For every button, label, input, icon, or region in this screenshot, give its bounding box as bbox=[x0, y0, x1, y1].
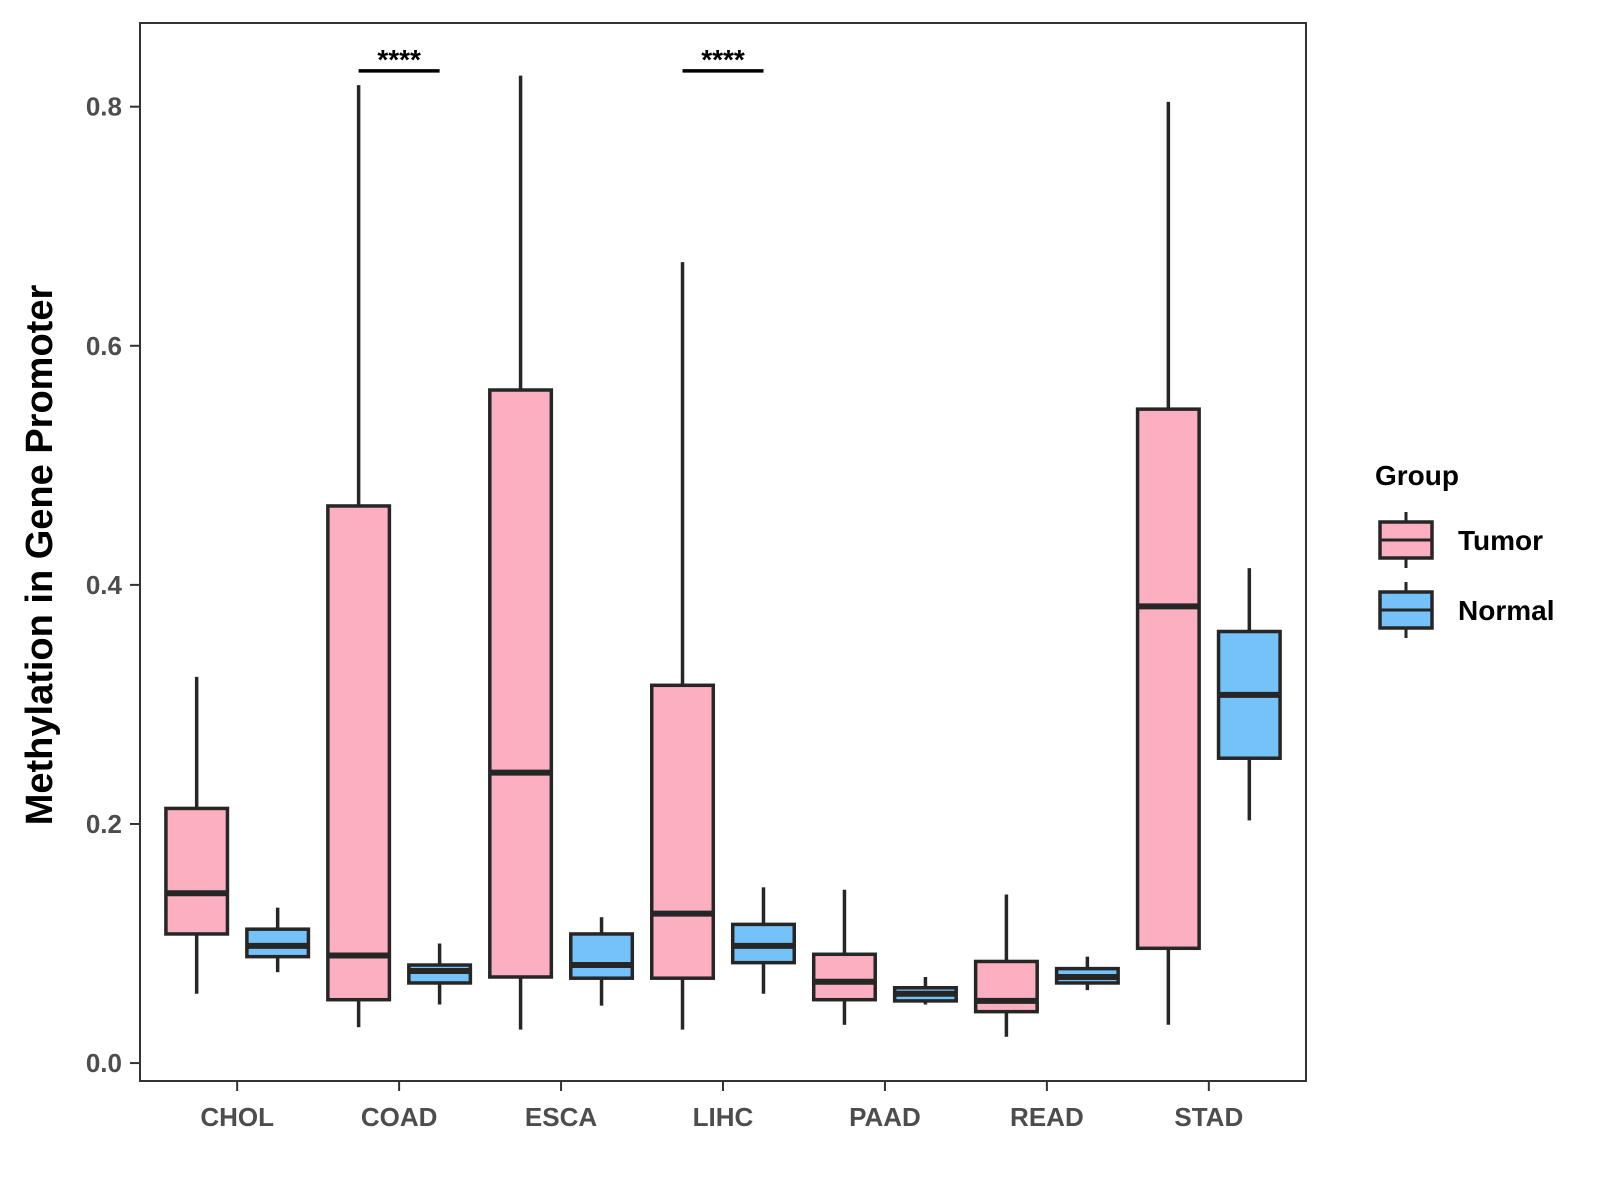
box-normal-lihc bbox=[730, 887, 797, 994]
legend-item-normal: Normal bbox=[1378, 582, 1554, 638]
box-tumor-esca bbox=[488, 75, 554, 1030]
x-tick-label: COAD bbox=[361, 1102, 438, 1132]
x-tick-label: ESCA bbox=[525, 1102, 597, 1132]
x-tick-label: READ bbox=[1010, 1102, 1084, 1132]
box-tumor-lihc bbox=[649, 262, 716, 1030]
box-body bbox=[326, 504, 392, 1002]
significance-label: **** bbox=[701, 44, 745, 75]
x-tick-label: STAD bbox=[1174, 1102, 1243, 1132]
significance-coad: **** bbox=[358, 44, 440, 75]
box-tumor-coad bbox=[326, 85, 392, 1028]
y-axis-title: Methylation in Gene Promoter bbox=[19, 285, 61, 826]
plot-area: **** **** bbox=[164, 44, 1282, 1037]
box-body bbox=[488, 388, 554, 979]
legend-title: Group bbox=[1375, 460, 1459, 491]
box-normal-paad bbox=[892, 976, 958, 1005]
legend: Group Tumor Normal bbox=[1375, 460, 1554, 638]
y-tick-label: 0.0 bbox=[86, 1048, 122, 1078]
box-body bbox=[649, 683, 716, 980]
y-tick-label: 0.6 bbox=[86, 331, 122, 361]
box-normal-coad bbox=[407, 943, 473, 1005]
x-tick-label: PAAD bbox=[849, 1102, 921, 1132]
y-tick-label: 0.2 bbox=[86, 809, 122, 839]
box-normal-esca bbox=[569, 917, 635, 1006]
box-tumor-chol bbox=[164, 676, 230, 994]
box-tumor-paad bbox=[811, 889, 877, 1025]
box-tumor-read bbox=[973, 894, 1039, 1037]
x-tick-label: LIHC bbox=[693, 1102, 754, 1132]
significance-label: **** bbox=[377, 44, 421, 75]
legend-label: Tumor bbox=[1458, 525, 1543, 556]
y-tick-label: 0.4 bbox=[86, 570, 123, 600]
box-normal-chol bbox=[245, 907, 311, 973]
y-tick-label: 0.8 bbox=[86, 92, 122, 122]
legend-label: Normal bbox=[1458, 595, 1554, 626]
box-tumor-stad bbox=[1135, 101, 1201, 1025]
box-body bbox=[164, 806, 230, 936]
box-normal-read bbox=[1054, 956, 1120, 991]
box-body bbox=[811, 952, 877, 1002]
box-body bbox=[973, 959, 1039, 1014]
box-normal-stad bbox=[1216, 568, 1282, 821]
box-body bbox=[1135, 407, 1201, 951]
x-tick-label: CHOL bbox=[200, 1102, 274, 1132]
significance-lihc: **** bbox=[682, 44, 764, 75]
box-body bbox=[569, 932, 635, 980]
axes: 0.0 0.2 0.4 0.6 0.8 CHOL COAD ESCA LIHC PAAD READ S… bbox=[86, 22, 1307, 1132]
legend-item-tumor: Tumor bbox=[1378, 512, 1543, 568]
